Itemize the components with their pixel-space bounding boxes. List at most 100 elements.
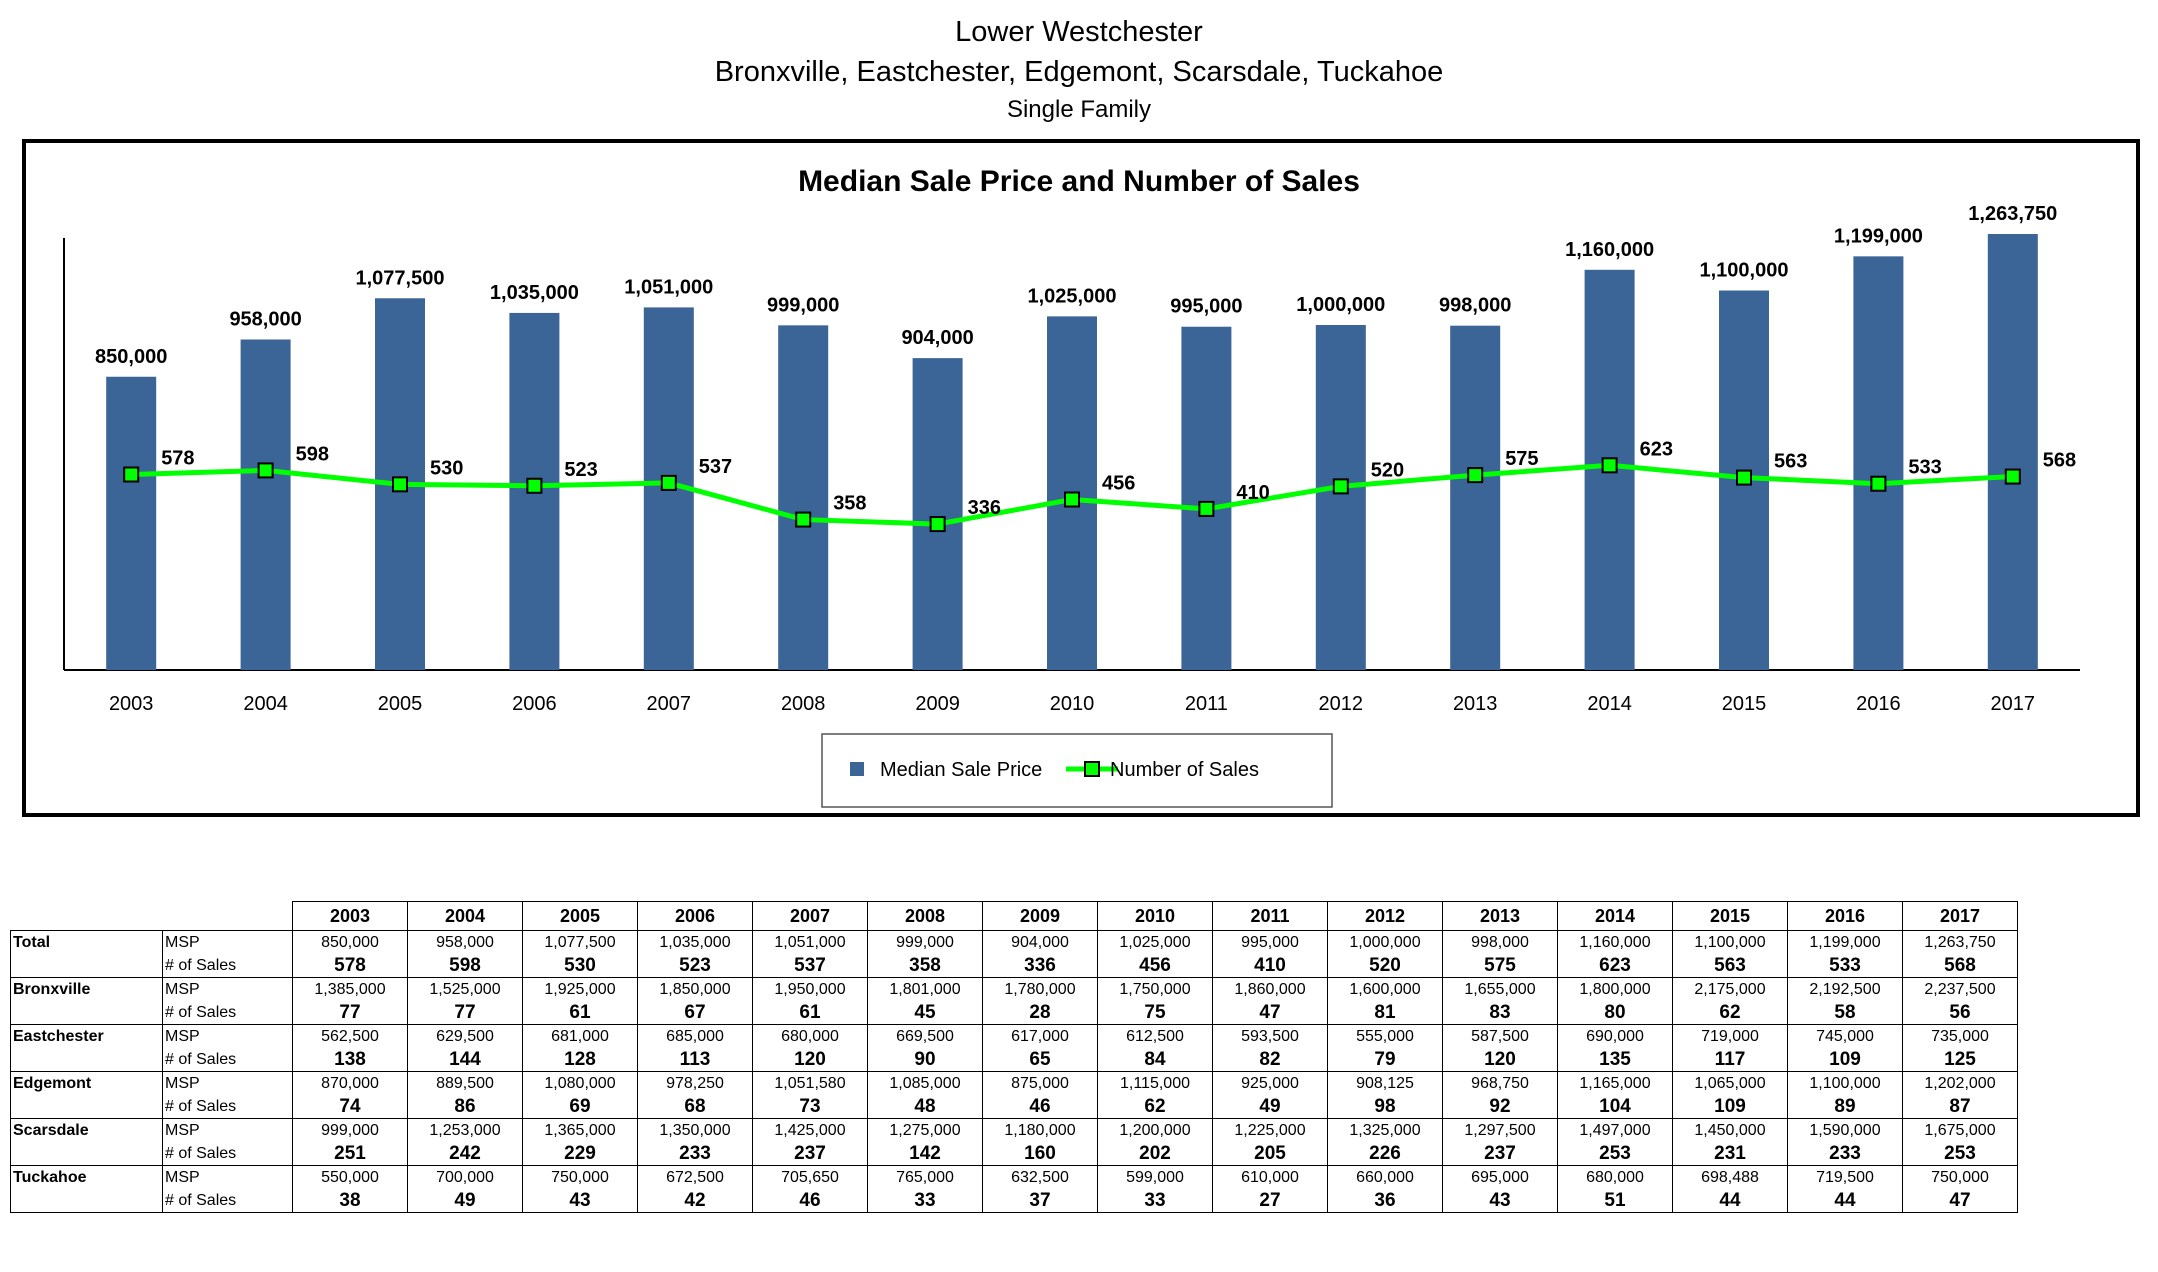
table-cell-count: 43	[1442, 1189, 1558, 1213]
table-cell-msp: 680,000	[1557, 1165, 1673, 1189]
table-cell-count: 117	[1672, 1048, 1788, 1072]
table-metric-label: MSP	[162, 977, 293, 1001]
chart-frame	[22, 139, 2140, 817]
line-value-label: 520	[1371, 459, 1404, 481]
table-cell-count: 128	[522, 1048, 638, 1072]
table-year-header: 2009	[982, 901, 1098, 931]
table-cell-count: 44	[1672, 1189, 1788, 1213]
table-cell-msp: 1,051,000	[752, 930, 868, 954]
table-corner	[10, 901, 293, 931]
table-year-header: 2017	[1902, 901, 2018, 931]
bar-value-label: 1,051,000	[624, 276, 713, 298]
line-value-label: 568	[2043, 450, 2076, 472]
table-cell-count: 237	[752, 1142, 868, 1166]
line-marker	[660, 474, 677, 491]
table-cell-count: 568	[1902, 954, 2018, 978]
table-cell-msp: 1,800,000	[1557, 977, 1673, 1001]
table-cell-msp: 632,500	[982, 1165, 1098, 1189]
table-region-blank	[10, 1001, 163, 1025]
table-cell-msp: 1,160,000	[1557, 930, 1673, 954]
table-cell-count: 84	[1097, 1048, 1213, 1072]
table-cell-msp: 1,225,000	[1212, 1118, 1328, 1142]
table-cell-msp: 745,000	[1787, 1024, 1903, 1048]
report-subtitle-towns: Bronxville, Eastchester, Edgemont, Scars…	[714, 56, 1444, 88]
table-cell-count: 47	[1902, 1189, 2018, 1213]
table-cell-msp: 1,297,500	[1442, 1118, 1558, 1142]
line-marker	[795, 511, 812, 528]
legend-label-msp: Median Sale Price	[880, 759, 1042, 781]
table-cell-count: 623	[1557, 954, 1673, 978]
table-cell-count: 58	[1787, 1001, 1903, 1025]
table-cell-msp: 870,000	[292, 1071, 408, 1095]
table-cell-msp: 908,125	[1327, 1071, 1443, 1095]
table-cell-count: 73	[752, 1095, 868, 1119]
table-cell-msp: 999,000	[867, 930, 983, 954]
x-tick-label: 2009	[915, 693, 960, 715]
table-cell-msp: 680,000	[752, 1024, 868, 1048]
table-cell-count: 251	[292, 1142, 408, 1166]
table-metric-label: # of Sales	[162, 1095, 293, 1119]
line-value-label: 336	[968, 497, 1001, 519]
table-metric-label: MSP	[162, 1024, 293, 1048]
table-row: Scarsdale MSP 999,000 1,253,000 1,365,000 1,3…	[10, 1118, 2018, 1142]
table-cell-msp: 1,385,000	[292, 977, 408, 1001]
table-cell-count: 242	[407, 1142, 523, 1166]
x-tick-label: 2006	[512, 693, 557, 715]
line-marker	[257, 462, 274, 479]
legend-swatch-msp	[850, 762, 864, 776]
bar-msp	[1987, 234, 2038, 670]
line-value-label: 456	[1102, 472, 1135, 494]
table-cell-msp: 1,115,000	[1097, 1071, 1213, 1095]
line-marker	[526, 477, 543, 494]
table-cell-msp: 690,000	[1557, 1024, 1673, 1048]
table-cell-msp: 1,675,000	[1902, 1118, 2018, 1142]
x-tick-label: 2004	[243, 693, 288, 715]
table-cell-count: 61	[752, 1001, 868, 1025]
table-cell-msp: 719,000	[1672, 1024, 1788, 1048]
table-cell-count: 28	[982, 1001, 1098, 1025]
table-cell-count: 523	[637, 954, 753, 978]
table-cell-count: 109	[1672, 1095, 1788, 1119]
table-cell-msp: 1,000,000	[1327, 930, 1443, 954]
table-cell-count: 253	[1557, 1142, 1673, 1166]
table-cell-count: 45	[867, 1001, 983, 1025]
table-cell-count: 233	[637, 1142, 753, 1166]
table-year-header: 2016	[1787, 901, 1903, 931]
table-cell-count: 226	[1327, 1142, 1443, 1166]
table-cell-msp: 599,000	[1097, 1165, 1213, 1189]
table-row: # of Sales 578 598 530 523 537 358 336 456 410 520…	[10, 954, 2018, 978]
line-value-label: 575	[1505, 448, 1538, 470]
table-cell-count: 46	[752, 1189, 868, 1213]
x-tick-label: 2008	[781, 693, 826, 715]
table-year-header: 2008	[867, 901, 983, 931]
table-cell-msp: 1,051,580	[752, 1071, 868, 1095]
bar-msp	[912, 358, 963, 670]
table-cell-msp: 700,000	[407, 1165, 523, 1189]
table-cell-msp: 1,180,000	[982, 1118, 1098, 1142]
x-tick-label: 2016	[1856, 693, 1901, 715]
x-tick-label: 2003	[109, 693, 154, 715]
bar-value-label: 999,000	[767, 294, 839, 316]
x-tick-label: 2015	[1722, 693, 1767, 715]
bar-msp	[240, 339, 291, 670]
table-row: Total MSP 850,000 958,000 1,077,500 1,035,000…	[10, 930, 2018, 954]
table-cell-msp: 1,199,000	[1787, 930, 1903, 954]
table-cell-msp: 1,801,000	[867, 977, 983, 1001]
table-year-header: 2012	[1327, 901, 1443, 931]
table-cell-msp: 999,000	[292, 1118, 408, 1142]
x-tick-label: 2005	[378, 693, 423, 715]
table-cell-count: 109	[1787, 1048, 1903, 1072]
table-cell-msp: 1,497,000	[1557, 1118, 1673, 1142]
table-cell-msp: 998,000	[1442, 930, 1558, 954]
line-value-label: 410	[1236, 482, 1269, 504]
table-cell-count: 135	[1557, 1048, 1673, 1072]
bar-value-label: 998,000	[1439, 295, 1511, 317]
table-cell-count: 98	[1327, 1095, 1443, 1119]
bar-msp	[1181, 326, 1232, 670]
table-region-name: Total	[10, 930, 163, 954]
line-marker	[1870, 475, 1887, 492]
chart-title: Median Sale Price and Number of Sales	[798, 165, 1360, 198]
line-marker	[1198, 500, 1215, 517]
x-tick-label: 2014	[1587, 693, 1632, 715]
table-year-header: 2005	[522, 901, 638, 931]
